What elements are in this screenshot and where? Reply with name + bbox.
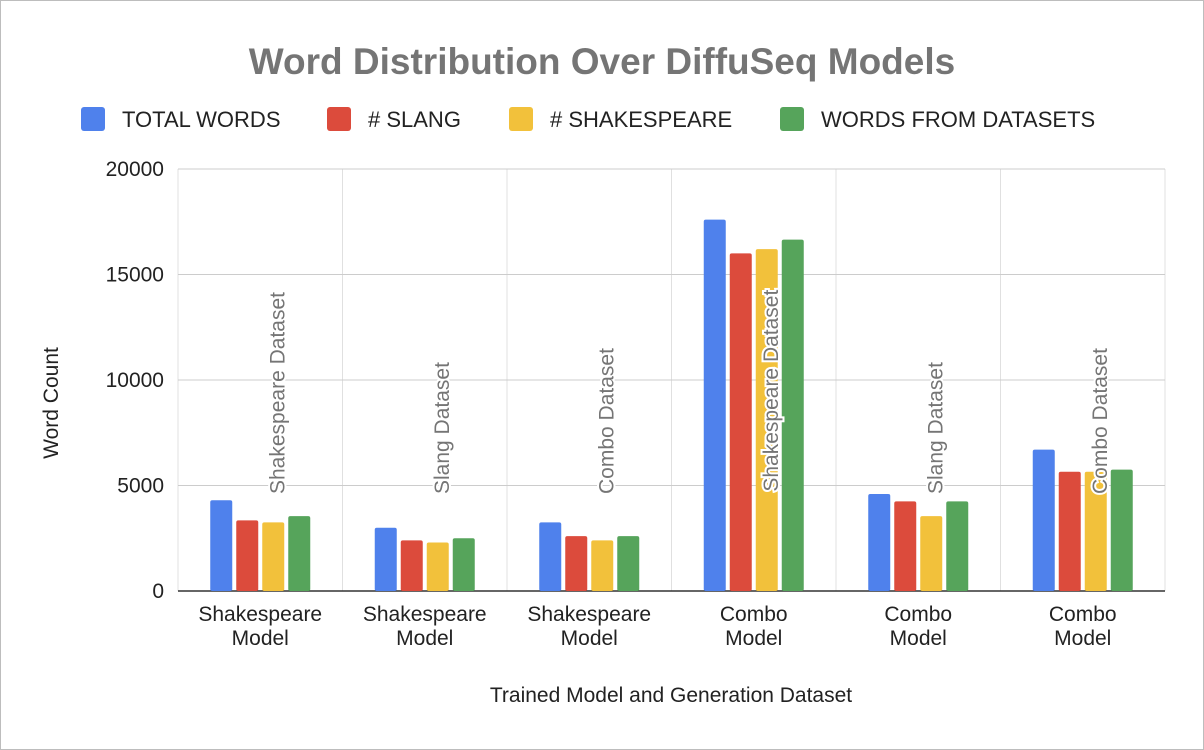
bar — [703, 219, 726, 591]
legend-swatch-2 — [327, 107, 351, 131]
legend-label-3: # SHAKESPEARE — [550, 107, 732, 132]
dataset-annotation: Combo Dataset — [1089, 348, 1112, 494]
bar — [1084, 471, 1107, 591]
bar — [262, 522, 285, 591]
x-category-label: Shakespeare — [527, 603, 651, 626]
x-category-label: Model — [561, 627, 618, 650]
x-category-label: Combo — [884, 603, 952, 626]
bar — [946, 501, 969, 591]
bars — [210, 219, 1133, 591]
y-tick-label: 0 — [152, 580, 164, 603]
bar — [1032, 449, 1055, 591]
legend-swatch-4 — [780, 107, 804, 131]
x-axis-title: Trained Model and Generation Dataset — [490, 684, 852, 707]
y-tick-label: 5000 — [117, 475, 164, 498]
y-tick-label: 15000 — [106, 264, 164, 287]
legend-label-2: # SLANG — [368, 107, 461, 132]
bar — [591, 540, 614, 591]
bar — [374, 527, 397, 591]
y-axis-ticks: 0 5000 10000 15000 20000 — [106, 158, 164, 603]
bar — [400, 540, 423, 591]
bar — [729, 253, 752, 591]
dataset-annotation: Shakespeare Dataset — [266, 292, 289, 494]
bar — [288, 516, 311, 591]
x-category-label: Model — [725, 627, 782, 650]
y-axis-title: Word Count — [40, 347, 63, 459]
dataset-annotation: Slang Dataset — [431, 362, 454, 494]
bar — [236, 520, 259, 591]
bar — [426, 542, 449, 591]
bar — [565, 536, 588, 591]
bar — [781, 239, 804, 591]
gridlines — [177, 168, 1166, 592]
dataset-annotation: Slang Dataset — [924, 362, 947, 494]
bar — [894, 501, 917, 591]
legend-label-1: TOTAL WORDS — [122, 107, 281, 132]
y-tick-label: 10000 — [106, 369, 164, 392]
chart-title: Word Distribution Over DiffuSeq Models — [249, 41, 955, 82]
bar — [920, 516, 943, 591]
legend-swatch-1 — [81, 107, 105, 131]
dataset-annotation: Shakespeare Dataset — [760, 290, 783, 492]
x-category-label: Model — [396, 627, 453, 650]
legend-label-4: WORDS FROM DATASETS — [821, 107, 1095, 132]
x-category-label: Model — [890, 627, 947, 650]
bar — [617, 536, 640, 591]
x-category-label: Shakespeare — [198, 603, 322, 626]
bar-annotations: Shakespeare Dataset Slang Dataset Combo Da… — [264, 288, 1114, 496]
x-category-label: Model — [232, 627, 289, 650]
bar — [210, 500, 233, 591]
bar — [1110, 469, 1133, 591]
y-tick-label: 20000 — [106, 158, 164, 181]
x-category-label: Combo — [1049, 603, 1117, 626]
bar — [1058, 471, 1081, 591]
legend: TOTAL WORDS # SLANG # SHAKESPEARE WORDS FRO… — [81, 107, 1095, 132]
x-axis-categories: ShakespeareModelShakespeareModelShakespe… — [198, 603, 1116, 650]
bar — [868, 493, 891, 591]
dataset-annotation: Combo Dataset — [595, 348, 618, 494]
bar — [452, 538, 475, 591]
x-category-label: Combo — [720, 603, 788, 626]
x-category-label: Model — [1054, 627, 1111, 650]
bar — [755, 249, 778, 591]
x-category-label: Shakespeare — [363, 603, 487, 626]
legend-swatch-3 — [509, 107, 533, 131]
bar — [539, 522, 562, 591]
